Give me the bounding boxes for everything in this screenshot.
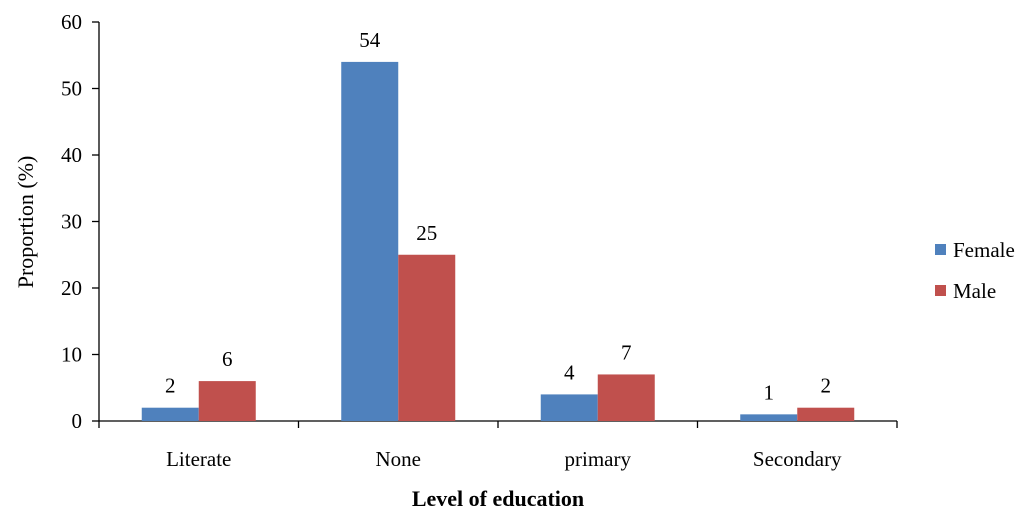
data-label: 6: [222, 347, 233, 371]
bars: [141, 61, 855, 422]
data-label: 1: [764, 380, 775, 404]
legend-swatch-male: [935, 285, 946, 296]
bar-female-literate: [141, 407, 199, 421]
bar-male-primary: [597, 374, 655, 421]
bar-female-none: [341, 61, 399, 422]
bar-male-secondary: [797, 407, 855, 421]
data-label: 4: [564, 360, 575, 384]
x-tick-label: None: [376, 447, 422, 471]
data-labels: 2 6 54 25 4 7 1 2: [165, 28, 831, 404]
data-label: 2: [821, 374, 832, 398]
y-tick-label: 10: [61, 343, 82, 367]
legend-label-female: Female: [953, 238, 1015, 262]
legend-label-male: Male: [953, 279, 996, 303]
data-label: 54: [359, 28, 381, 52]
data-label: 7: [621, 340, 632, 364]
bar-female-primary: [540, 394, 598, 421]
x-tick-label: Literate: [166, 447, 231, 471]
x-tick-label: primary: [565, 447, 632, 471]
bar-male-none: [398, 254, 456, 421]
x-tick-labels: Literate None primary Secondary: [166, 447, 842, 471]
legend: Female Male: [935, 238, 1015, 303]
x-axis: [98, 420, 898, 428]
data-label: 25: [416, 221, 437, 245]
legend-swatch-female: [935, 244, 946, 255]
x-axis-label: Level of education: [412, 486, 584, 511]
y-tick-label: 30: [61, 210, 82, 234]
data-label: 2: [165, 374, 176, 398]
y-tick-label: 40: [61, 143, 82, 167]
y-tick-label: 20: [61, 276, 82, 300]
bar-male-literate: [198, 381, 256, 421]
bar-female-secondary: [740, 414, 798, 421]
y-tick-label: 60: [61, 10, 82, 34]
y-axis: 0 10 20 30 40 50 60: [61, 10, 100, 433]
x-tick-label: Secondary: [753, 447, 842, 471]
y-tick-label: 0: [72, 409, 83, 433]
y-axis-label: Proportion (%): [13, 156, 38, 289]
y-tick-label: 50: [61, 77, 82, 101]
